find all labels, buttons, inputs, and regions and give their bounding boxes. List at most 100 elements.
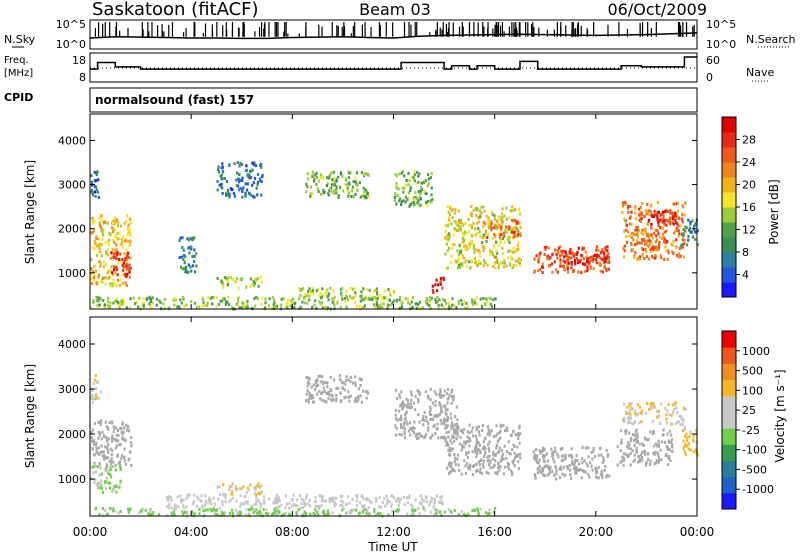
heatmap-cell	[114, 463, 117, 467]
heatmap-cell	[593, 253, 596, 257]
heatmap-cell	[519, 232, 522, 235]
heatmap-cell	[478, 230, 481, 234]
heatmap-cell	[470, 259, 473, 263]
heatmap-cell	[650, 222, 653, 226]
heatmap-cell	[413, 203, 416, 207]
heatmap-cell	[680, 415, 683, 419]
heatmap-cell	[664, 238, 667, 242]
heatmap-cell	[335, 185, 338, 189]
heatmap-cell	[183, 253, 186, 257]
heatmap-cell	[323, 390, 326, 393]
heatmap-cell	[667, 455, 670, 459]
heatmap-cell	[568, 250, 571, 254]
heatmap-cell	[466, 439, 470, 443]
heatmap-cell	[474, 233, 477, 237]
heatmap-cell	[110, 462, 113, 466]
heatmap-cell	[636, 225, 640, 229]
heatmap-cell	[485, 297, 488, 301]
heatmap-cell	[629, 222, 632, 226]
heatmap-cell	[466, 455, 469, 459]
heatmap-cell	[251, 161, 254, 165]
heatmap-cell	[339, 391, 342, 395]
heatmap-cell	[601, 270, 604, 274]
heatmap-cell	[656, 229, 659, 233]
heatmap-cell	[365, 396, 368, 400]
heatmap-cell	[501, 252, 504, 255]
heatmap-cell	[319, 175, 322, 179]
heatmap-cell	[93, 481, 96, 484]
heatmap-cell	[237, 296, 240, 300]
heatmap-cell	[99, 483, 102, 486]
heatmap-cell	[220, 173, 223, 177]
heatmap-cell	[115, 426, 118, 430]
heatmap-cell	[453, 509, 456, 512]
heatmap-cell	[202, 300, 205, 304]
heatmap-cell	[501, 246, 504, 250]
heatmap-cell	[193, 260, 196, 263]
heatmap-cell	[114, 282, 117, 286]
heatmap-cell	[516, 260, 520, 263]
heatmap-cell	[478, 261, 481, 265]
heatmap-cell	[101, 276, 104, 280]
heatmap-cell	[536, 460, 539, 464]
heatmap-cell	[635, 440, 638, 444]
heatmap-cell	[636, 435, 639, 439]
heatmap-cell	[217, 168, 220, 172]
heatmap-cell	[550, 262, 554, 266]
heatmap-cell	[120, 456, 123, 460]
heatmap-cell	[105, 487, 108, 491]
heatmap-cell	[662, 212, 665, 216]
heatmap-cell	[648, 209, 651, 213]
heatmap-cell	[235, 184, 238, 188]
power-panel-frame	[90, 114, 697, 309]
heatmap-cell	[548, 264, 551, 268]
heatmap-cell	[306, 384, 309, 388]
heatmap-cell	[128, 263, 131, 267]
heatmap-cell	[327, 512, 330, 516]
heatmap-cell	[455, 221, 458, 225]
heatmap-cell	[446, 205, 449, 209]
heatmap-cell	[660, 440, 664, 444]
heatmap-cell	[246, 301, 249, 305]
heatmap-cell	[358, 294, 362, 298]
heatmap-cell	[472, 222, 475, 225]
heatmap-cell	[250, 504, 253, 508]
heatmap-cell	[502, 457, 505, 461]
heatmap-cell	[570, 447, 573, 451]
power-ylabel: Slant Range [km]	[23, 160, 37, 264]
heatmap-cell	[110, 251, 113, 255]
heatmap-cell	[427, 199, 430, 203]
heatmap-cell	[104, 445, 107, 449]
heatmap-cell	[466, 435, 469, 439]
heatmap-cell	[234, 484, 237, 488]
heatmap-cell	[675, 211, 678, 215]
heatmap-cell	[227, 281, 230, 285]
heatmap-cell	[673, 231, 676, 235]
heatmap-cell	[141, 507, 144, 511]
heatmap-cell	[255, 277, 258, 281]
heatmap-cell	[681, 422, 684, 426]
heatmap-cell	[398, 306, 402, 310]
heatmap-cell	[678, 252, 681, 256]
heatmap-cell	[106, 426, 109, 430]
heatmap-cell	[492, 435, 495, 438]
heatmap-cell	[570, 261, 573, 264]
heatmap-cell	[434, 283, 437, 287]
heatmap-cell	[664, 454, 667, 457]
heatmap-cell	[659, 226, 662, 230]
heatmap-cell	[377, 512, 380, 516]
heatmap-cell	[681, 234, 684, 238]
heatmap-cell	[668, 217, 671, 221]
heatmap-cell	[299, 506, 302, 510]
heatmap-cell	[346, 183, 349, 187]
heatmap-cell	[97, 486, 100, 490]
heatmap-cell	[207, 295, 210, 299]
heatmap-cell	[465, 259, 468, 263]
heatmap-cell	[592, 267, 595, 271]
heatmap-cell	[487, 471, 490, 475]
heatmap-cell	[573, 465, 576, 469]
heatmap-cell	[513, 208, 516, 212]
heatmap-cell	[500, 457, 503, 461]
heatmap-cell	[440, 408, 443, 412]
heatmap-cell	[487, 432, 490, 436]
